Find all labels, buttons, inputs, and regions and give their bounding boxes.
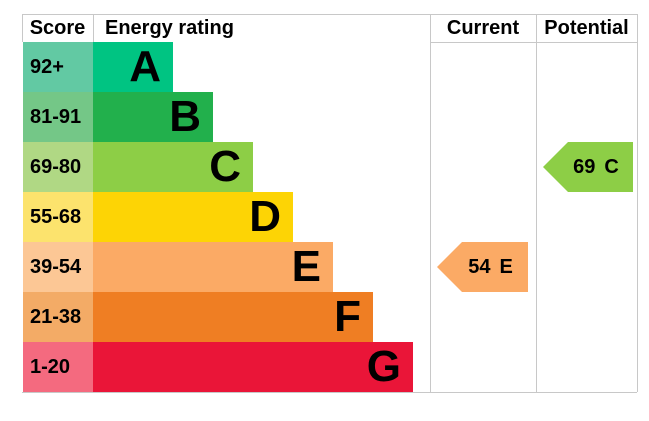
header-score: Score bbox=[29, 16, 86, 39]
current-rating-arrow: 54 E bbox=[437, 242, 528, 292]
band-bar-b: B bbox=[93, 92, 213, 142]
header-potential: Potential bbox=[544, 16, 629, 39]
potential-score-value: 69 bbox=[573, 155, 596, 178]
score-range-d: 55-68 bbox=[23, 192, 93, 242]
score-range-g: 1-20 bbox=[23, 342, 93, 392]
band-bar-g: G bbox=[93, 342, 413, 392]
header-underline bbox=[430, 42, 637, 43]
band-bar-f: F bbox=[93, 292, 373, 342]
potential-rating-arrow: 69 C bbox=[543, 142, 633, 192]
score-range-a: 92+ bbox=[23, 42, 93, 92]
table-right-border bbox=[637, 14, 638, 392]
score-range-f: 21-38 bbox=[23, 292, 93, 342]
divider-score-energy bbox=[93, 14, 94, 42]
divider-energy-current bbox=[430, 14, 431, 392]
score-range-b: 81-91 bbox=[23, 92, 93, 142]
score-range-e: 39-54 bbox=[23, 242, 93, 292]
header-energy-rating: Energy rating bbox=[105, 16, 234, 39]
current-band-letter: E bbox=[499, 255, 513, 278]
score-range-c: 69-80 bbox=[23, 142, 93, 192]
band-bar-a: A bbox=[93, 42, 173, 92]
table-top-border bbox=[22, 14, 637, 15]
band-bar-d: D bbox=[93, 192, 293, 242]
current-score-value: 54 bbox=[468, 255, 491, 278]
band-bar-e: E bbox=[93, 242, 333, 292]
divider-left-header bbox=[22, 14, 23, 42]
table-bottom-border bbox=[22, 392, 637, 393]
band-bar-c: C bbox=[93, 142, 253, 192]
divider-current-potential bbox=[536, 14, 537, 392]
header-current: Current bbox=[446, 16, 520, 39]
potential-band-letter: C bbox=[604, 155, 619, 178]
